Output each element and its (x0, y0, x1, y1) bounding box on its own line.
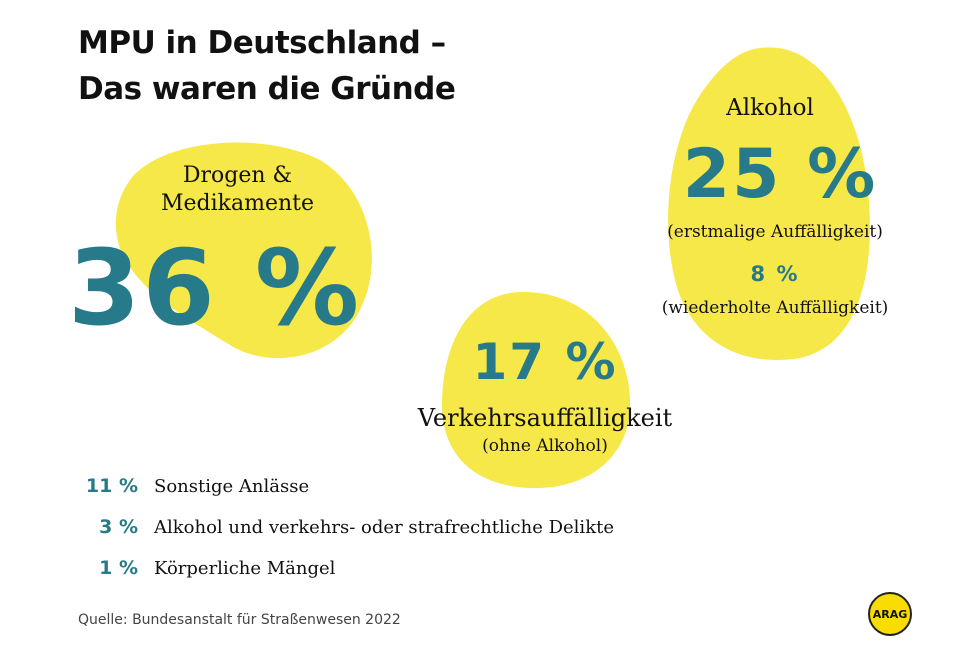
drogen-label: Drogen & Medikamente (140, 162, 335, 218)
drogen-label-line-2: Medikamente (160, 191, 315, 216)
list-item-label: Sonstige Anlässe (154, 475, 310, 497)
list-item-label: Alkohol und verkehrs- oder strafrechtlic… (154, 516, 614, 538)
drogen-label-line-1: Drogen & (182, 163, 293, 188)
alkohol-label: Alkohol (726, 95, 814, 121)
title-line-1: MPU in Deutschland – (78, 25, 446, 61)
verkehr-label: Verkehrsauffälligkeit (417, 404, 673, 432)
list-item-label: Körperliche Mängel (154, 557, 336, 579)
drogen-value: 36 % (68, 227, 362, 349)
blob-alkohol (668, 47, 870, 360)
arag-logo: ARAG (868, 592, 912, 636)
blob-drogen (115, 142, 372, 359)
list-item: 11 % Sonstige Anlässe (70, 475, 309, 497)
blob-verkehr (441, 291, 631, 489)
list-item-value: 3 % (99, 516, 138, 538)
alkohol-second-note: (wiederholte Auffälligkeit) (661, 298, 889, 318)
alkohol-value: 25 % (682, 135, 878, 214)
list-item-value: 1 % (99, 557, 138, 579)
list-item-value: 11 % (85, 475, 138, 497)
list-item: 3 % Alkohol und verkehrs- oder strafrech… (70, 516, 614, 538)
source-note: Quelle: Bundesanstalt für Straßenwesen 2… (78, 612, 401, 628)
alkohol-note: (erstmalige Auffälligkeit) (667, 222, 883, 242)
alkohol-second-value: 8 % (750, 262, 800, 286)
page-title: MPU in Deutschland – Das waren die Gründ… (78, 20, 456, 112)
verkehr-value: 17 % (472, 333, 618, 391)
list-item: 1 % Körperliche Mängel (70, 557, 335, 579)
title-line-2: Das waren die Gründe (78, 71, 456, 107)
verkehr-note: (ohne Alkohol) (482, 436, 608, 456)
